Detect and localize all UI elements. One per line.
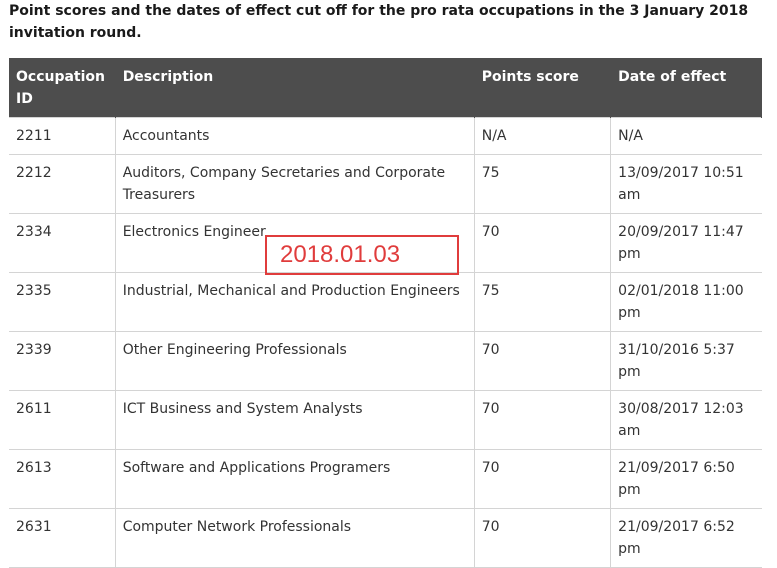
- cell-points-score: 70: [473, 449, 611, 509]
- cell-points-score: 70: [473, 331, 611, 391]
- cell-points-score: 75: [473, 272, 611, 332]
- cell-date-of-effect: 13/09/2017 10:51 am: [610, 154, 762, 214]
- cell-points-score: N/A: [473, 117, 611, 155]
- cell-occupation-id: 2334: [9, 213, 116, 273]
- cell-description: Electronics Engineer: [114, 213, 475, 273]
- cell-occupation-id: 2631: [9, 508, 116, 568]
- cell-date-of-effect: 31/10/2016 5:37 pm: [610, 331, 762, 391]
- cell-description: Accountants: [114, 117, 475, 155]
- header-date-of-effect: Date of effect: [610, 58, 762, 118]
- cell-occupation-id: 2212: [9, 154, 116, 214]
- cell-date-of-effect: 20/09/2017 11:47 pm: [610, 213, 762, 273]
- cell-date-of-effect: 21/09/2017 6:50 pm: [610, 449, 762, 509]
- occupation-scores-table: Occupation ID Description Points score D…: [9, 58, 762, 568]
- cell-points-score: 75: [473, 154, 611, 214]
- table-row: 2613 Software and Applications Programer…: [9, 449, 762, 509]
- header-description: Description: [115, 58, 475, 118]
- cell-points-score: 70: [473, 508, 611, 568]
- cell-points-score: 70: [473, 390, 611, 450]
- table-row: 2339 Other Engineering Professionals 70 …: [9, 331, 762, 391]
- table-row: 2631 Computer Network Professionals 70 2…: [9, 508, 762, 568]
- cell-date-of-effect: N/A: [610, 117, 762, 155]
- table-header-row: Occupation ID Description Points score D…: [9, 58, 762, 118]
- cell-occupation-id: 2335: [9, 272, 116, 332]
- cell-date-of-effect: 21/09/2017 6:52 pm: [610, 508, 762, 568]
- page-heading: Point scores and the dates of effect cut…: [9, 3, 749, 41]
- cell-description: ICT Business and System Analysts: [114, 390, 475, 450]
- table-row: 2211 Accountants N/A N/A: [9, 117, 762, 155]
- cell-occupation-id: 2211: [9, 117, 116, 155]
- cell-occupation-id: 2613: [9, 449, 116, 509]
- header-occupation-id: Occupation ID: [9, 58, 116, 118]
- cell-occupation-id: 2339: [9, 331, 116, 391]
- cell-description: Software and Applications Programers: [114, 449, 475, 509]
- table-row: 2212 Auditors, Company Secretaries and C…: [9, 154, 762, 214]
- cell-date-of-effect: 30/08/2017 12:03 am: [610, 390, 762, 450]
- cell-description: Auditors, Company Secretaries and Corpor…: [114, 154, 475, 214]
- table-row: 2611 ICT Business and System Analysts 70…: [9, 390, 762, 450]
- cell-points-score: 70: [473, 213, 611, 273]
- cell-date-of-effect: 02/01/2018 11:00 pm: [610, 272, 762, 332]
- cell-description: Industrial, Mechanical and Production En…: [114, 272, 475, 332]
- table-row: 2334 Electronics Engineer 70 20/09/2017 …: [9, 213, 762, 273]
- table-row: 2335 Industrial, Mechanical and Producti…: [9, 272, 762, 332]
- cell-description: Computer Network Professionals: [114, 508, 475, 568]
- header-points-score: Points score: [474, 58, 612, 118]
- date-annotation-box: 2018.01.03: [265, 235, 459, 275]
- cell-description: Other Engineering Professionals: [114, 331, 475, 391]
- cell-occupation-id: 2611: [9, 390, 116, 450]
